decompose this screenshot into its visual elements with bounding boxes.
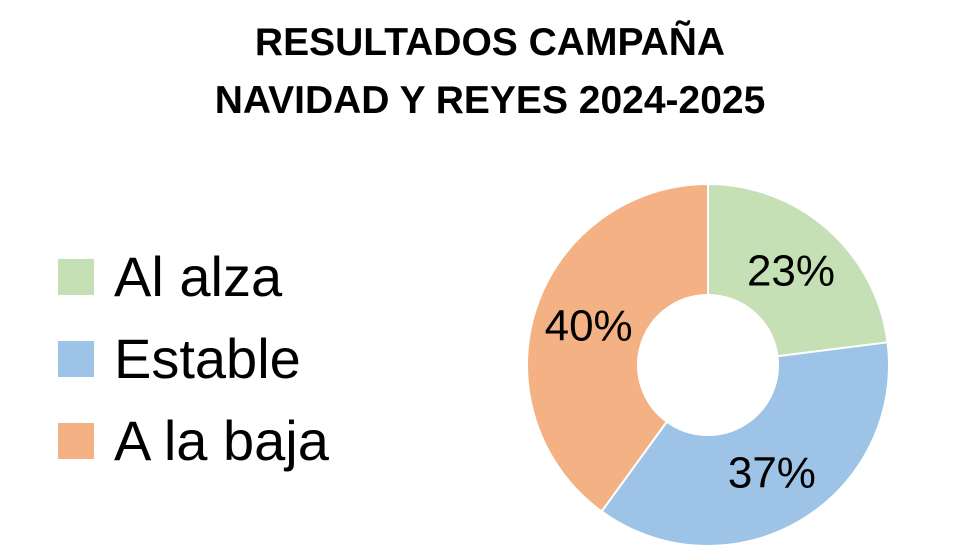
legend-label-estable: Estable: [114, 327, 301, 390]
legend-label-al-alza: Al alza: [114, 245, 283, 308]
data-label-a-la-baja: 40%: [545, 302, 633, 351]
chart-title: RESULTADOS CAMPAÑA NAVIDAD Y REYES 2024-…: [0, 14, 980, 130]
legend-item-al-alza: Al alza: [58, 236, 329, 318]
legend-item-a-la-baja: A la baja: [58, 400, 329, 482]
legend-swatch-al-alza: [58, 259, 94, 295]
chart-legend: Al alza Estable A la baja: [58, 236, 329, 482]
slice-a-la-baja: [526, 182, 709, 513]
legend-item-estable: Estable: [58, 318, 329, 400]
chart-title-line-2: NAVIDAD Y REYES 2024-2025: [214, 79, 766, 122]
slice-estable: [600, 341, 890, 547]
data-label-al-alza: 23%: [747, 246, 835, 295]
data-label-estable: 37%: [728, 449, 816, 498]
legend-swatch-a-la-baja: [58, 423, 94, 459]
legend-label-a-la-baja: A la baja: [114, 409, 329, 472]
slice-al-alza: [707, 182, 889, 358]
legend-swatch-estable: [58, 341, 94, 377]
chart-title-line-1: RESULTADOS CAMPAÑA: [254, 21, 726, 64]
